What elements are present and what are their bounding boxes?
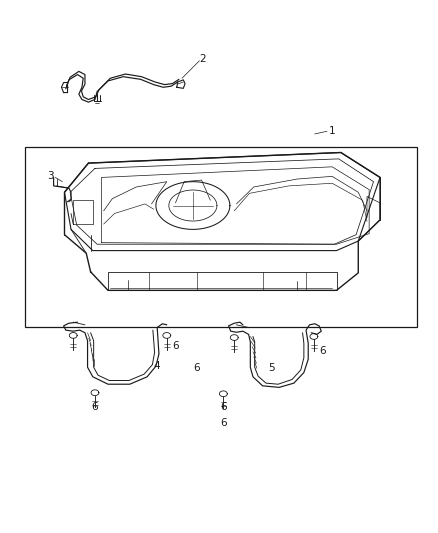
Text: 2: 2 xyxy=(199,54,206,63)
Text: 6: 6 xyxy=(220,402,226,412)
Text: 1: 1 xyxy=(329,126,336,136)
Text: 5: 5 xyxy=(268,364,275,373)
Bar xyxy=(25,147,417,327)
Text: 6: 6 xyxy=(92,402,98,412)
Text: 4: 4 xyxy=(154,361,160,371)
Text: 6: 6 xyxy=(172,341,179,351)
Text: 6: 6 xyxy=(319,346,326,357)
Text: 3: 3 xyxy=(47,172,53,181)
Text: 6: 6 xyxy=(193,364,200,373)
Text: 6: 6 xyxy=(220,418,226,428)
